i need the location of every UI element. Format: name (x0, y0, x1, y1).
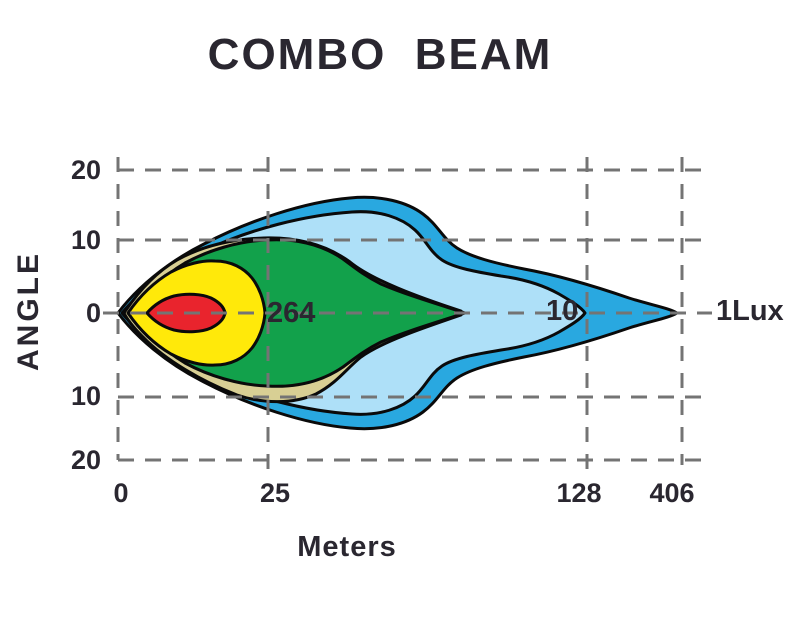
y-tick-zero: 0 (85, 298, 101, 328)
y-tick-minus20: 20 (70, 445, 101, 475)
chart-title: COMBO BEAM (207, 30, 553, 79)
y-axis-title: ANGLE (12, 251, 45, 371)
y-tick-minus10: 10 (70, 381, 101, 411)
x-tick-0: 0 (113, 478, 129, 508)
x-axis-title: Meters (297, 531, 397, 563)
y-tick-plus20: 20 (70, 155, 101, 185)
label-1-lux: 1Lux (716, 295, 784, 327)
grid-lines (103, 157, 712, 472)
label-10-lux: 10 (546, 295, 579, 327)
y-tick-plus10: 10 (70, 225, 101, 255)
x-tick-406: 406 (649, 478, 695, 508)
x-tick-128: 128 (556, 478, 602, 508)
label-264-lux: 264 (267, 297, 316, 329)
x-tick-25: 25 (259, 478, 291, 508)
